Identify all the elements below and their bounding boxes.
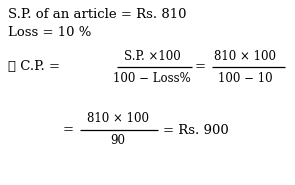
Text: Loss = 10 %: Loss = 10 % (8, 26, 91, 38)
Text: ∴ C.P. =: ∴ C.P. = (8, 60, 60, 73)
Text: 810 × 100: 810 × 100 (214, 50, 276, 63)
Text: 810 × 100: 810 × 100 (87, 112, 149, 125)
Text: S.P. ×100: S.P. ×100 (124, 50, 180, 63)
Text: 100 − Loss%: 100 − Loss% (113, 71, 191, 85)
Text: S.P. of an article = Rs. 810: S.P. of an article = Rs. 810 (8, 9, 186, 21)
Text: =: = (194, 60, 206, 73)
Text: 90: 90 (111, 134, 125, 147)
Text: =: = (63, 124, 73, 137)
Text: = Rs. 900: = Rs. 900 (163, 124, 229, 137)
Text: 100 − 10: 100 − 10 (218, 71, 272, 85)
